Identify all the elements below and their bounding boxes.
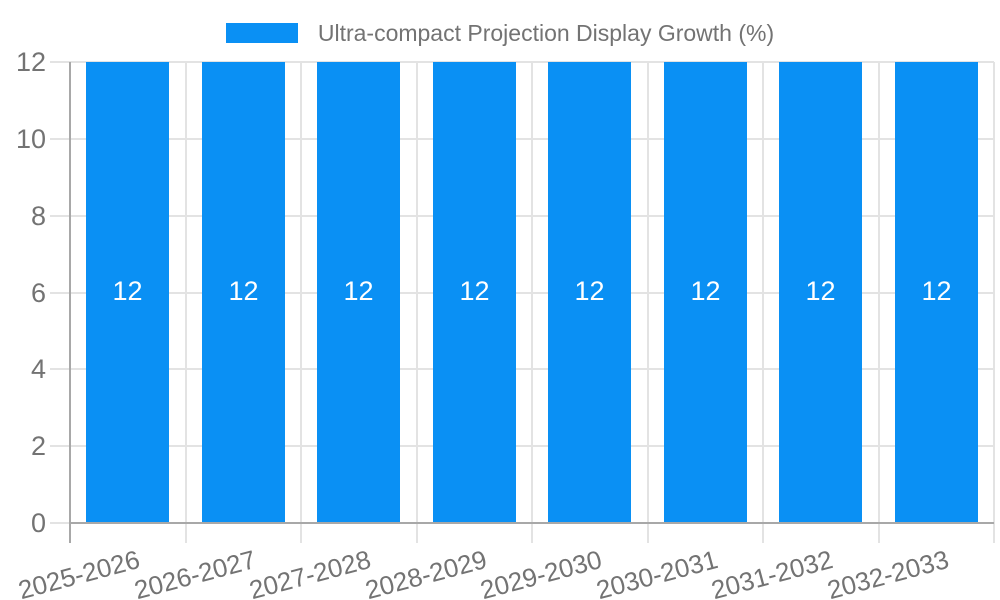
gridline-vertical <box>184 62 187 543</box>
gridline-vertical <box>646 62 649 543</box>
x-axis-tick-label: 2025-2026 <box>15 544 144 600</box>
bar[interactable]: 12 <box>86 62 169 523</box>
x-axis-tick-label: 2031-2032 <box>708 544 837 600</box>
gridline-vertical <box>300 62 302 543</box>
y-axis-tick-label: 0 <box>30 508 46 538</box>
bar[interactable]: 12 <box>433 62 516 523</box>
gridline-vertical <box>877 62 880 543</box>
y-axis-tick <box>50 522 70 524</box>
x-axis-tick-label: 2030-2031 <box>592 544 721 600</box>
y-axis-tick <box>50 368 70 371</box>
bar[interactable]: 12 <box>895 62 978 523</box>
y-axis-tick <box>50 445 70 448</box>
x-axis-tick-label: 2032-2033 <box>823 544 952 600</box>
bar-value-label: 12 <box>228 275 259 306</box>
y-axis-tick <box>50 137 70 140</box>
x-axis-tick-label: 2029-2030 <box>477 544 606 600</box>
y-axis-tick-label: 2 <box>30 431 46 462</box>
legend-swatch <box>225 23 298 43</box>
bar[interactable]: 12 <box>202 62 285 523</box>
bar[interactable]: 12 <box>664 62 747 523</box>
y-axis-tick <box>50 214 70 217</box>
bar-value-label: 12 <box>112 275 143 306</box>
y-axis-tick-label: 8 <box>30 200 46 231</box>
y-axis-tick-label: 6 <box>30 277 46 308</box>
gridline-vertical <box>415 62 418 543</box>
y-axis-tick-label: 4 <box>30 354 46 385</box>
gridline-vertical <box>531 62 533 543</box>
bar-value-label: 12 <box>690 275 721 306</box>
bar[interactable]: 12 <box>548 62 631 523</box>
x-axis-tick-label: 2027-2028 <box>246 544 375 600</box>
bar-value-label: 12 <box>574 275 605 306</box>
x-axis-tick-label: 2026-2027 <box>130 544 259 600</box>
gridline-vertical <box>993 62 995 543</box>
y-axis-tick-label: 10 <box>15 123 46 154</box>
legend-label: Ultra-compact Projection Display Growth … <box>317 19 775 46</box>
bar-value-label: 12 <box>805 275 836 306</box>
y-axis-line <box>69 62 71 543</box>
y-axis-tick <box>50 291 70 294</box>
gridline-vertical <box>762 62 764 543</box>
x-axis-tick-label: 2028-2029 <box>361 544 490 600</box>
bar-value-label: 12 <box>921 275 952 306</box>
bar[interactable]: 12 <box>779 62 862 523</box>
bar-value-label: 12 <box>343 275 374 306</box>
y-axis-tick-label: 12 <box>15 47 46 77</box>
legend[interactable]: Ultra-compact Projection Display Growth … <box>0 18 1000 48</box>
bar-value-label: 12 <box>459 275 490 306</box>
bar[interactable]: 12 <box>317 62 400 523</box>
y-axis-tick <box>50 61 70 63</box>
x-axis-line <box>70 522 994 524</box>
